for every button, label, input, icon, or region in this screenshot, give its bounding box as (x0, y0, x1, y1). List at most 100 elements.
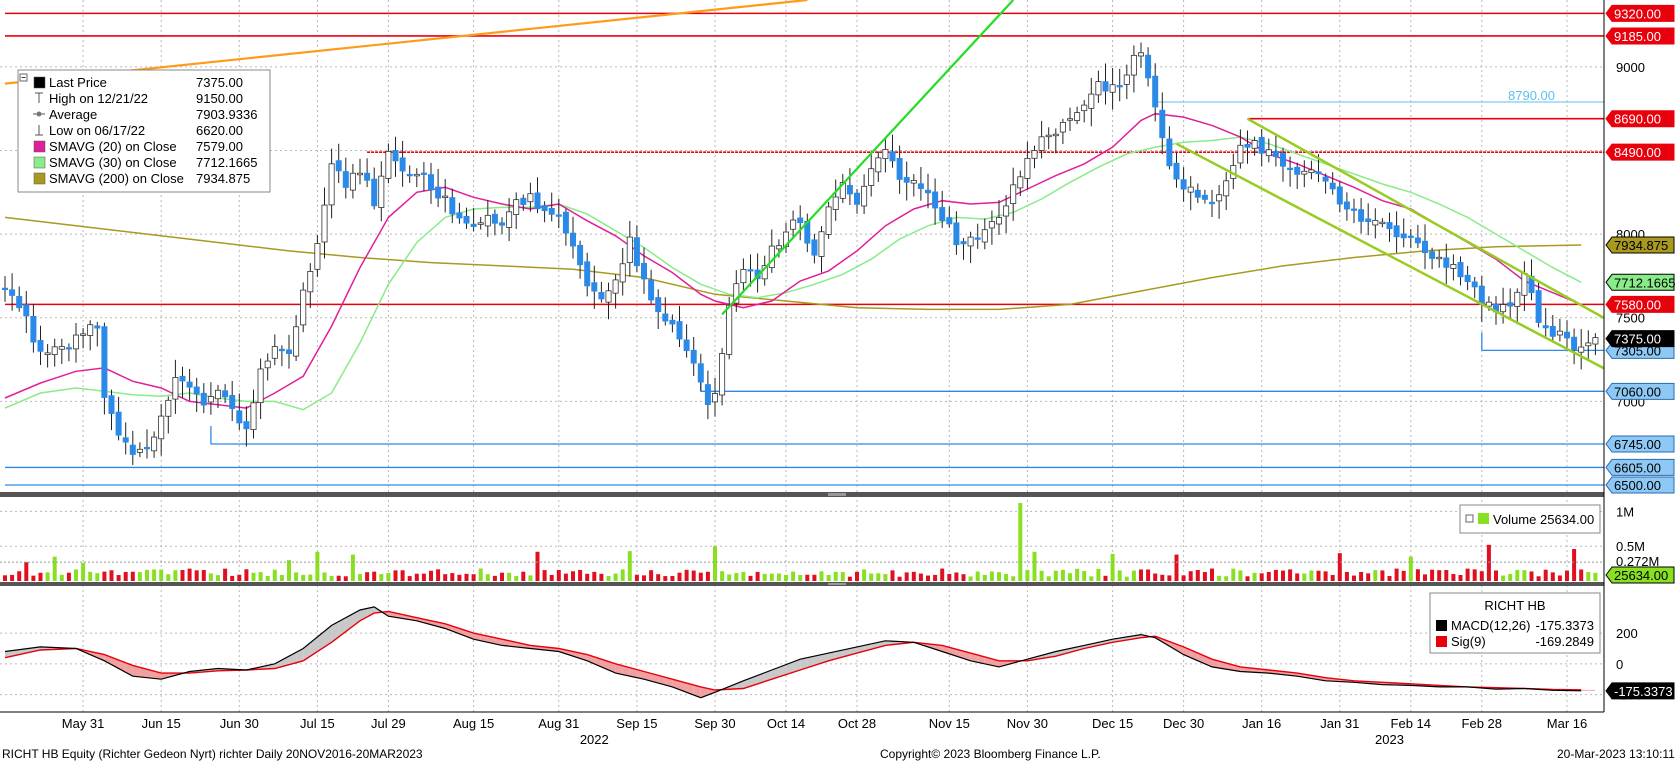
volume-bar (933, 574, 938, 581)
volume-bar (876, 573, 881, 581)
candle-up (1308, 169, 1315, 174)
legend-label: High on 12/21/22 (49, 91, 148, 106)
candle-down (1272, 150, 1279, 158)
level-tag: 7580.00 (1605, 295, 1675, 313)
candle-down (1457, 262, 1464, 278)
volume-bar (464, 573, 469, 581)
candle-down (641, 262, 648, 280)
candle-down (925, 189, 932, 194)
candle-down (598, 292, 605, 300)
volume-bar (336, 575, 341, 581)
level-tag-bg (1605, 27, 1675, 45)
annotation-label: 8790.00 (1508, 88, 1555, 103)
candle-down (236, 410, 243, 424)
volume-bar (563, 573, 568, 581)
volume-bar (1195, 570, 1200, 581)
level-tag-bg (1605, 143, 1675, 161)
volume-bar (997, 572, 1001, 581)
volume-bar (812, 574, 817, 581)
volume-bar (3, 575, 7, 581)
volume-bar (88, 571, 93, 581)
candle-down (1280, 153, 1287, 167)
level-tag-bg (1605, 382, 1675, 400)
candle-down (1365, 218, 1372, 223)
volume-bar (400, 570, 405, 581)
volume-bar (1018, 503, 1023, 581)
volume-bar (251, 572, 256, 581)
volume-bar (102, 571, 107, 581)
candle-up (1052, 133, 1059, 137)
macd-panel (4, 606, 1596, 699)
candle-down (1336, 186, 1343, 205)
x-tick-label: Jan 31 (1320, 716, 1359, 731)
volume-bar (1167, 575, 1172, 581)
candle-up (151, 436, 158, 452)
candle-up (158, 415, 165, 440)
axes: May 31 Jun 15 Jun 30 Jul 15 Jul 29 Aug 15 Aug … (0, 0, 1675, 747)
candle-up (861, 185, 868, 207)
volume-bar (478, 568, 483, 581)
volume-bar (1593, 572, 1598, 581)
legend-label: SMAVG (20) on Close (49, 139, 177, 154)
candle-down (37, 340, 44, 352)
candle-up (619, 263, 626, 283)
candle-up (712, 393, 719, 403)
macd-histogram-fill (835, 650, 843, 659)
legend-label: SMAVG (200) on Close (49, 171, 184, 186)
volume-bar (606, 575, 611, 581)
volume-bar (1550, 572, 1555, 581)
candle-down (683, 339, 690, 352)
volume-bar (677, 572, 682, 581)
volume-bar (1153, 573, 1158, 581)
candle-down (449, 197, 456, 215)
candle-up (257, 368, 264, 403)
level-tag-bg (1605, 476, 1675, 494)
x-tick-label: Jul 15 (300, 716, 335, 731)
macd-histogram-fill (800, 657, 808, 670)
candle-down (1358, 209, 1365, 222)
volume-bar (31, 575, 36, 581)
value-tag-text: 7375.00 (1614, 332, 1661, 347)
macd-histogram-fill (814, 654, 822, 666)
volume-bar (698, 572, 703, 581)
volume-bar (180, 569, 185, 581)
macd-histogram-fill (821, 653, 829, 664)
value-tag-bg (1605, 330, 1675, 348)
volume-bar (1366, 573, 1371, 581)
legend-value: 7934.875 (196, 171, 250, 186)
candle-up (1521, 272, 1528, 296)
volume-bar (755, 571, 760, 581)
volume-bar (1387, 576, 1392, 581)
volume-bar (1501, 575, 1506, 581)
candle-down (406, 173, 413, 177)
macd-histogram-fill (352, 610, 360, 627)
candle-up (1067, 118, 1074, 121)
volume-bar (294, 572, 299, 581)
legend-value: 6620.00 (196, 123, 243, 138)
volume-bar (656, 574, 661, 581)
volume-bar (223, 568, 228, 581)
volume-bar (1224, 576, 1229, 581)
candle-down (498, 222, 505, 226)
level-tag: 9185.00 (1605, 27, 1675, 45)
candle-up (988, 221, 995, 229)
x-tick-label: Mar 16 (1547, 716, 1587, 731)
volume-avg-tag: 0.272M (1616, 554, 1659, 569)
candle-up (790, 219, 797, 230)
candle-down (676, 321, 683, 340)
volume-bar (1586, 571, 1591, 581)
volume-bar (407, 576, 412, 581)
volume-bar (1465, 568, 1470, 581)
level-tag-text: 6745.00 (1614, 437, 1661, 452)
candle-up (307, 271, 314, 293)
volume-bar (805, 574, 810, 581)
volume-bar (1288, 569, 1293, 581)
volume-bar (1202, 572, 1207, 581)
macd-histogram-fill (828, 651, 836, 661)
level-tag-text: 9320.00 (1614, 6, 1661, 21)
candle-up (413, 173, 420, 177)
volume-bar (414, 573, 419, 581)
volume-bar (663, 576, 668, 581)
candle-up (1379, 221, 1386, 225)
volume-bar (1352, 575, 1356, 581)
